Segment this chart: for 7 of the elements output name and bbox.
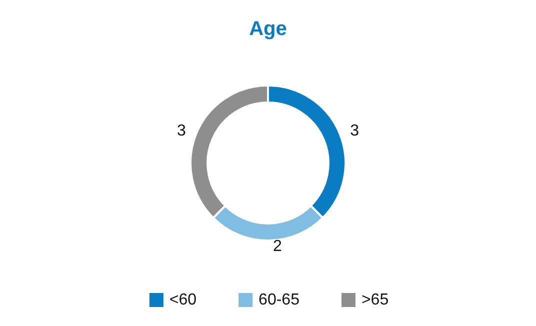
legend-label: >65 <box>361 292 389 308</box>
data-label: 3 <box>176 122 186 140</box>
chart-title: Age <box>249 18 287 40</box>
legend-label: 60-65 <box>258 292 300 308</box>
data-label: 2 <box>273 238 282 255</box>
data-label: 3 <box>350 122 360 140</box>
legend-label: <60 <box>169 292 197 308</box>
